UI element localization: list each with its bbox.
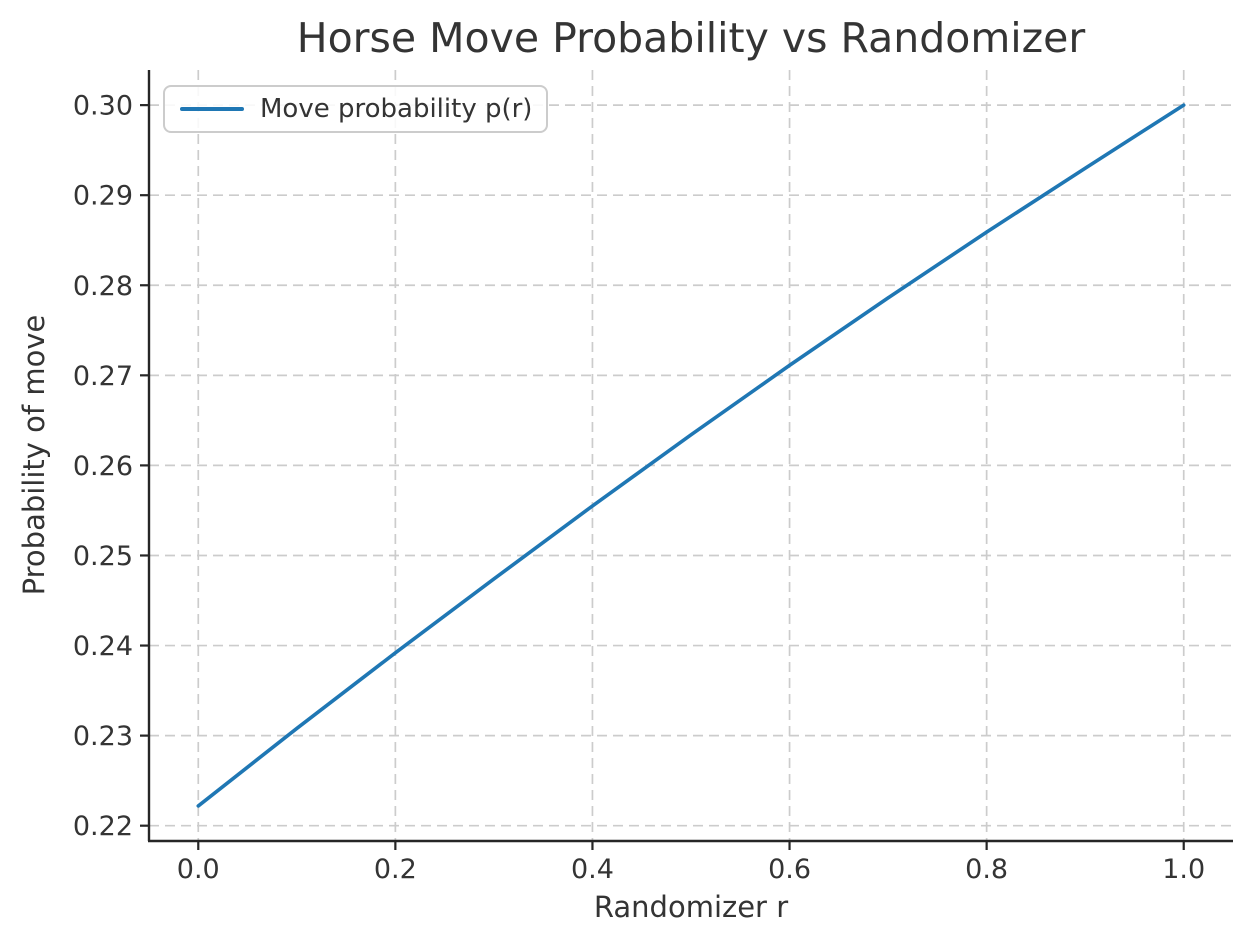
x-tick-label: 0.8	[965, 854, 1008, 885]
y-tick-label: 0.24	[73, 631, 133, 662]
series-line	[196, 103, 1186, 808]
y-tick-label: 0.27	[73, 361, 133, 392]
y-tick-label: 0.25	[73, 541, 133, 572]
y-tick-label: 0.23	[73, 721, 133, 752]
y-axis-label: Probability of move	[17, 314, 51, 596]
x-tick-label: 0.6	[768, 854, 811, 885]
x-tick-label: 1.0	[1162, 854, 1205, 885]
x-tick-label: 0.4	[571, 854, 614, 885]
chart-title: Horse Move Probability vs Randomizer	[296, 14, 1086, 62]
legend: Move probability p(r)	[163, 85, 549, 133]
y-tick-label: 0.30	[73, 91, 133, 122]
x-tick-label: 0.0	[177, 854, 220, 885]
y-tick-label: 0.28	[73, 271, 133, 302]
y-tick-label: 0.29	[73, 181, 133, 212]
y-tick-label: 0.22	[73, 811, 133, 842]
x-axis-label: Randomizer r	[593, 890, 789, 924]
legend-line-sample	[180, 107, 244, 111]
x-tick-label: 0.2	[374, 854, 417, 885]
y-tick-label: 0.26	[73, 451, 133, 482]
legend-label: Move probability p(r)	[260, 94, 533, 124]
